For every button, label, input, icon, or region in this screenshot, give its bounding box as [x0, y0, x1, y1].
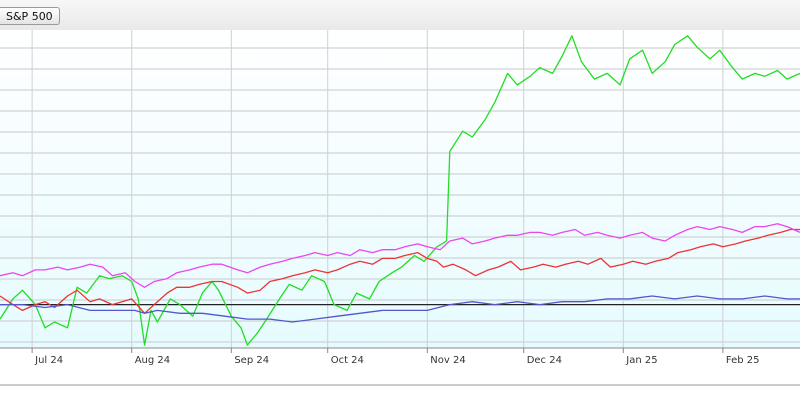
series-line-2 — [0, 228, 800, 314]
toolbar-strip — [0, 0, 800, 30]
x-tick-label: Feb 25 — [726, 355, 760, 366]
x-axis-band — [0, 348, 800, 374]
x-tick-label: Jan 25 — [625, 355, 657, 366]
x-tick-label: Oct 24 — [331, 355, 364, 366]
x-axis-ticks: Jul 24 Aug 24 Sep 24 Oct 24 Nov 24 Dec 24 Jan … — [31, 348, 760, 366]
sp500-legend-button[interactable]: S&P 500 — [0, 7, 60, 25]
x-tick-label: Dec 24 — [527, 355, 562, 366]
series-layer — [0, 35, 800, 346]
x-tick-label: Aug 24 — [135, 355, 170, 366]
vertical-gridlines — [31, 30, 724, 348]
x-tick-label: Jul 24 — [34, 355, 63, 366]
series-line-1 — [0, 35, 800, 346]
series-line-4 — [0, 295, 800, 323]
series-line-3 — [0, 223, 800, 288]
x-tick-label: Nov 24 — [430, 355, 465, 366]
horizontal-gridlines — [0, 47, 800, 343]
x-tick-label: Sep 24 — [234, 355, 269, 366]
plot-area — [0, 30, 800, 348]
